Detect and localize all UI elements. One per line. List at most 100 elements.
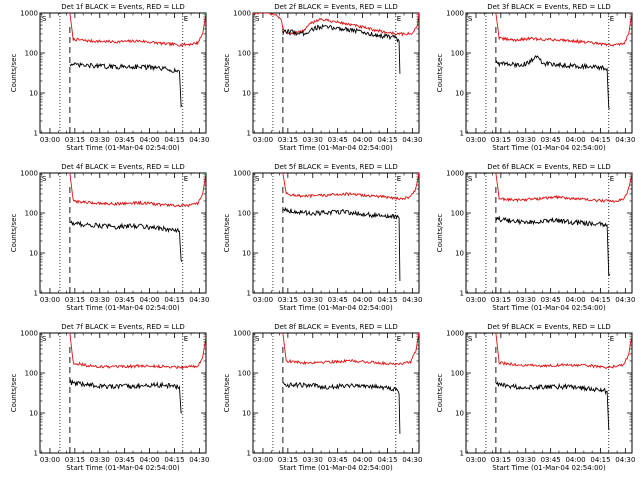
x-tick-label: 03:30 <box>516 136 536 144</box>
events-series-line <box>69 61 183 108</box>
x-tick-label: 03:30 <box>90 296 110 304</box>
x-tick-label: 03:45 <box>115 456 135 464</box>
events-series-line <box>69 220 183 263</box>
x-tick-label: 04:00 <box>139 296 159 304</box>
x-tick-label: 03:30 <box>303 296 323 304</box>
chart-title: Det 3f BLACK = Events, RED = LLD <box>487 3 610 11</box>
x-tick-label: 03:00 <box>40 136 60 144</box>
end-marker-label: E <box>184 15 188 23</box>
y-tick-label: 1 <box>460 290 464 298</box>
chart-panel-9: Det 9f BLACK = Events, RED = LLD 1 10 100 10… <box>436 323 635 472</box>
y-axis-label: Counts/sec <box>436 374 444 413</box>
start-marker-label: S <box>42 15 47 23</box>
x-tick-label: 03:45 <box>541 136 561 144</box>
x-axis-label: Start Time (01-Mar-04 02:54:00) <box>66 304 180 312</box>
x-tick-label: 04:30 <box>189 456 209 464</box>
chart-title: Det 7f BLACK = Events, RED = LLD <box>61 323 184 331</box>
lld-series-line <box>69 333 206 370</box>
x-tick-label: 04:30 <box>402 136 422 144</box>
x-tick-label: 03:15 <box>491 136 511 144</box>
x-tick-label: 03:00 <box>466 136 486 144</box>
x-tick-label: 04:15 <box>590 296 610 304</box>
y-axis-label: Counts/sec <box>223 214 231 253</box>
x-tick-label: 04:15 <box>164 136 184 144</box>
x-axis-label: Start Time (01-Mar-04 02:54:00) <box>492 464 606 472</box>
x-tick-label: 04:30 <box>615 296 635 304</box>
chart-panel-1: Det 1f BLACK = Events, RED = LLD 1 10 100 10… <box>10 3 209 152</box>
y-tick-label: 1000 <box>20 330 38 338</box>
x-tick-label: 03:15 <box>491 296 511 304</box>
end-marker-label: E <box>397 335 401 343</box>
plot-frame <box>252 12 420 134</box>
y-tick-label: 1000 <box>446 170 464 178</box>
events-series-line <box>495 215 611 277</box>
x-tick-label: 03:30 <box>516 296 536 304</box>
y-tick-label: 1 <box>34 450 38 458</box>
x-axis-label: Start Time (01-Mar-04 02:54:00) <box>66 464 180 472</box>
x-tick-label: 04:00 <box>139 136 159 144</box>
y-tick-label: 1 <box>247 450 251 458</box>
lld-series-line <box>69 13 206 47</box>
x-tick-label: 04:15 <box>590 456 610 464</box>
y-axis-label: Counts/sec <box>10 374 18 413</box>
y-tick-label: 1000 <box>446 10 464 18</box>
x-tick-label: 04:15 <box>164 296 184 304</box>
chart-title: Det 6f BLACK = Events, RED = LLD <box>487 163 610 171</box>
x-tick-label: 04:15 <box>590 136 610 144</box>
chart-title: Det 9f BLACK = Events, RED = LLD <box>487 323 610 331</box>
y-tick-label: 1000 <box>20 10 38 18</box>
chart-panel-2: Det 2f BLACK = Events, RED = LLD 1 10 100 10… <box>223 3 422 152</box>
lld-series-line <box>69 173 206 208</box>
y-tick-label: 1 <box>247 130 251 138</box>
events-series-line <box>282 23 401 74</box>
x-tick-label: 04:30 <box>189 136 209 144</box>
x-axis-label: Start Time (01-Mar-04 02:54:00) <box>66 144 180 152</box>
chart-panel-4: Det 4f BLACK = Events, RED = LLD 1 10 100 10… <box>10 163 209 312</box>
chart-title: Det 2f BLACK = Events, RED = LLD <box>274 3 397 11</box>
start-marker-label: S <box>42 335 47 343</box>
y-tick-label: 100 <box>238 210 251 218</box>
y-axis-label: Counts/sec <box>436 54 444 93</box>
x-tick-label: 03:30 <box>90 456 110 464</box>
end-marker-label: E <box>610 335 614 343</box>
y-tick-label: 1000 <box>446 330 464 338</box>
y-tick-label: 10 <box>242 90 251 98</box>
y-tick-label: 100 <box>451 370 464 378</box>
lld-series-line <box>282 333 419 366</box>
end-marker-label: E <box>397 15 401 23</box>
chart-panel-7: Det 7f BLACK = Events, RED = LLD 1 10 100 10… <box>10 323 209 472</box>
chart-panel-3: Det 3f BLACK = Events, RED = LLD 1 10 100 10… <box>436 3 635 152</box>
start-marker-label: S <box>468 175 473 183</box>
plot-frame <box>252 332 420 454</box>
y-tick-label: 100 <box>25 210 38 218</box>
x-tick-label: 03:45 <box>115 136 135 144</box>
chart-title: Det 5f BLACK = Events, RED = LLD <box>274 163 397 171</box>
lld-series-line <box>253 13 419 37</box>
end-marker-label: E <box>610 15 614 23</box>
x-tick-label: 03:00 <box>40 296 60 304</box>
plot-frame <box>39 332 207 454</box>
y-tick-label: 100 <box>238 370 251 378</box>
start-marker-label: S <box>42 175 47 183</box>
y-tick-label: 10 <box>242 410 251 418</box>
start-marker-label: S <box>468 335 473 343</box>
x-axis-label: Start Time (01-Mar-04 02:54:00) <box>279 304 393 312</box>
lld-series-line <box>282 173 419 201</box>
x-tick-label: 03:15 <box>278 456 298 464</box>
y-tick-label: 1 <box>34 130 38 138</box>
start-marker-label: S <box>255 15 260 23</box>
x-axis-label: Start Time (01-Mar-04 02:54:00) <box>279 144 393 152</box>
x-tick-label: 04:00 <box>352 136 372 144</box>
x-tick-label: 03:45 <box>328 136 348 144</box>
plot-frame <box>465 172 633 294</box>
lld-series-line <box>495 333 632 370</box>
x-tick-label: 03:00 <box>253 296 273 304</box>
x-tick-label: 03:15 <box>278 296 298 304</box>
x-tick-label: 04:00 <box>352 296 372 304</box>
y-axis-label: Counts/sec <box>10 54 18 93</box>
end-marker-label: E <box>184 175 188 183</box>
start-marker-label: S <box>255 335 260 343</box>
x-tick-label: 03:00 <box>253 456 273 464</box>
y-axis-label: Counts/sec <box>223 374 231 413</box>
